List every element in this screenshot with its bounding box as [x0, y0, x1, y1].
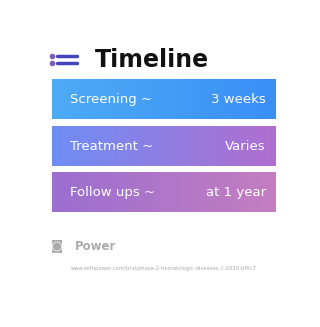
Text: Varies: Varies — [225, 140, 266, 153]
Text: Timeline: Timeline — [95, 48, 209, 72]
Text: Power: Power — [75, 240, 116, 253]
Text: Screening ~: Screening ~ — [70, 93, 152, 106]
Text: ◙: ◙ — [51, 240, 63, 253]
Text: at 1 year: at 1 year — [205, 186, 266, 199]
Text: 3 weeks: 3 weeks — [211, 93, 266, 106]
Text: www.withpower.com/trial/phase-2-hematologic-diseases-1-2020-bf6c7: www.withpower.com/trial/phase-2-hematolo… — [71, 266, 257, 271]
Text: Follow ups ~: Follow ups ~ — [70, 186, 155, 199]
Text: Treatment ~: Treatment ~ — [70, 140, 153, 153]
